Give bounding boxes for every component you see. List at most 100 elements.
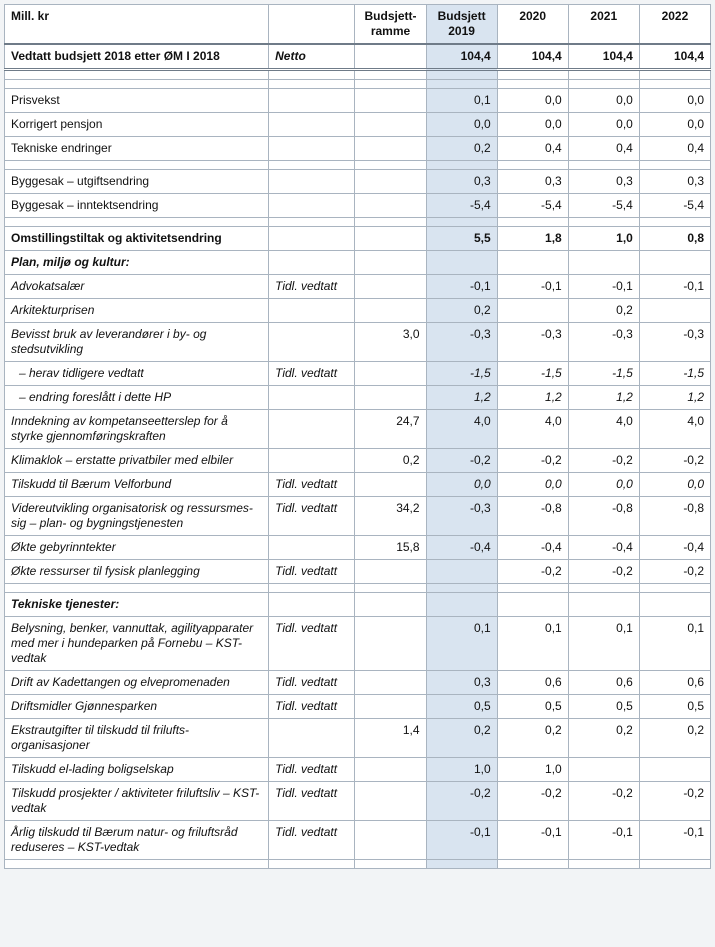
table-row: Tilskudd el-lading boligselskapTidl. ved… xyxy=(5,758,711,782)
row-label: Inndekning av kompetanseetterslep for å … xyxy=(5,410,269,449)
row-label: Korrigert pensjon xyxy=(5,113,269,137)
row-value xyxy=(355,560,426,584)
table-row: Plan, miljø og kultur: xyxy=(5,251,711,275)
row-value xyxy=(355,593,426,617)
row-label: Byggesak – inntektsendring xyxy=(5,194,269,218)
row-value xyxy=(497,161,568,170)
row-note xyxy=(269,299,355,323)
row-value: 104,4 xyxy=(639,44,710,70)
row-value xyxy=(639,593,710,617)
row-value: -0,2 xyxy=(568,449,639,473)
row-value: -5,4 xyxy=(639,194,710,218)
row-value xyxy=(426,70,497,80)
row-value xyxy=(639,299,710,323)
row-value: -0,2 xyxy=(568,560,639,584)
row-value xyxy=(639,80,710,89)
row-note xyxy=(269,584,355,593)
row-value: 104,4 xyxy=(568,44,639,70)
row-value: 0,0 xyxy=(497,473,568,497)
row-value: -5,4 xyxy=(497,194,568,218)
row-value: -0,2 xyxy=(639,449,710,473)
row-value: -0,3 xyxy=(639,323,710,362)
row-value: 0,0 xyxy=(639,89,710,113)
row-value: -0,1 xyxy=(497,275,568,299)
table-row: Økte gebyrinntekter15,8-0,4-0,4-0,4-0,4 xyxy=(5,536,711,560)
row-label: Omstillingstiltak og aktivitetsendring xyxy=(5,227,269,251)
row-note xyxy=(269,218,355,227)
table-row: Tekniske tjenester: xyxy=(5,593,711,617)
row-value: -1,5 xyxy=(426,362,497,386)
row-label: Videreutvikling organisatorisk og ressur… xyxy=(5,497,269,536)
row-value: -0,1 xyxy=(639,821,710,860)
row-value xyxy=(355,80,426,89)
row-note xyxy=(269,719,355,758)
row-value: 0,2 xyxy=(568,719,639,758)
row-value: -0,3 xyxy=(426,323,497,362)
row-value: 0,1 xyxy=(497,617,568,671)
row-value: 1,0 xyxy=(426,758,497,782)
row-label: Tekniske tjenester: xyxy=(5,593,269,617)
row-label: Plan, miljø og kultur: xyxy=(5,251,269,275)
row-value xyxy=(355,194,426,218)
row-label: – endring foreslått i dette HP xyxy=(5,386,269,410)
table-row: AdvokatsalærTidl. vedtatt-0,1-0,1-0,1-0,… xyxy=(5,275,711,299)
row-value: 0,1 xyxy=(639,617,710,671)
row-value xyxy=(568,70,639,80)
row-value xyxy=(639,584,710,593)
row-note xyxy=(269,89,355,113)
row-label: Driftsmidler Gjønnesparken xyxy=(5,695,269,719)
table-row: Økte ressurser til fysisk planleggingTid… xyxy=(5,560,711,584)
row-value xyxy=(355,695,426,719)
row-value: 1,2 xyxy=(497,386,568,410)
row-value: 0,6 xyxy=(639,671,710,695)
row-value: 0,1 xyxy=(426,89,497,113)
row-value: 1,4 xyxy=(355,719,426,758)
row-label: Tekniske endringer xyxy=(5,137,269,161)
table-row xyxy=(5,161,711,170)
row-note xyxy=(269,323,355,362)
row-value xyxy=(497,584,568,593)
row-value xyxy=(568,593,639,617)
row-value xyxy=(639,251,710,275)
row-note xyxy=(269,161,355,170)
row-value: 24,7 xyxy=(355,410,426,449)
header-2020: 2020 xyxy=(497,5,568,45)
row-value xyxy=(355,584,426,593)
row-value: 0,5 xyxy=(568,695,639,719)
row-value: 0,2 xyxy=(639,719,710,758)
table-row: Byggesak – utgiftsendring0,30,30,30,3 xyxy=(5,170,711,194)
row-value xyxy=(355,170,426,194)
row-note: Tidl. vedtatt xyxy=(269,275,355,299)
row-note: Tidl. vedtatt xyxy=(269,821,355,860)
row-value xyxy=(497,218,568,227)
row-note: Tidl. vedtatt xyxy=(269,758,355,782)
table-row: Prisvekst0,10,00,00,0 xyxy=(5,89,711,113)
row-value: 104,4 xyxy=(426,44,497,70)
row-value: 0,3 xyxy=(568,170,639,194)
row-value: -0,8 xyxy=(639,497,710,536)
row-value: -0,1 xyxy=(568,821,639,860)
row-label: Byggesak – utgiftsendring xyxy=(5,170,269,194)
row-value xyxy=(355,227,426,251)
row-value xyxy=(355,758,426,782)
row-value: -0,2 xyxy=(497,560,568,584)
row-value: -0,2 xyxy=(568,782,639,821)
row-value: 0,0 xyxy=(568,113,639,137)
row-value: -1,5 xyxy=(639,362,710,386)
row-value xyxy=(568,251,639,275)
header-2022: 2022 xyxy=(639,5,710,45)
table-row: Drift av Kadettangen og elvepromenadenTi… xyxy=(5,671,711,695)
row-note: Tidl. vedtatt xyxy=(269,695,355,719)
row-value: 0,0 xyxy=(497,113,568,137)
row-value xyxy=(639,70,710,80)
row-value: -0,3 xyxy=(497,323,568,362)
table-row xyxy=(5,70,711,80)
row-note xyxy=(269,137,355,161)
row-value: 4,0 xyxy=(426,410,497,449)
row-value xyxy=(426,860,497,869)
row-value: 4,0 xyxy=(568,410,639,449)
row-note xyxy=(269,860,355,869)
table-row: Videreutvikling organisatorisk og ressur… xyxy=(5,497,711,536)
row-value xyxy=(568,80,639,89)
row-value xyxy=(426,593,497,617)
